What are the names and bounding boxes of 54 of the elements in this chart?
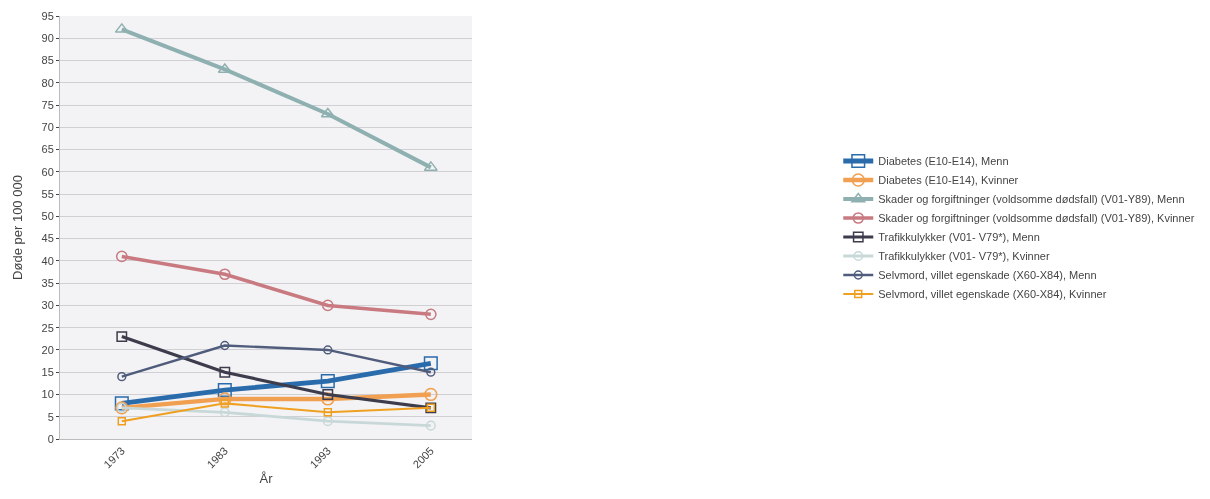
- point: [425, 420, 436, 431]
- y-tick-label: 45: [41, 232, 54, 245]
- point: [117, 416, 127, 426]
- point: [217, 382, 232, 398]
- y-tick-label: 10: [41, 388, 54, 401]
- point: [218, 392, 232, 406]
- legend-label: Trafikkulykker (V01- V79*), Menn: [878, 231, 1040, 244]
- legend-label: Selvmord, villet egenskade (X60-X84), Kvinner: [878, 288, 1107, 301]
- point: [320, 107, 335, 118]
- point: [424, 387, 438, 402]
- x-axis-title: År: [259, 470, 274, 486]
- y-tick-label: 55: [41, 187, 54, 200]
- point: [426, 367, 436, 377]
- point: [423, 356, 438, 371]
- y-tick-label: 0: [47, 432, 54, 445]
- point: [218, 268, 231, 281]
- y-tick-label: 15: [41, 366, 54, 379]
- point: [322, 389, 334, 400]
- y-tick-label: 75: [41, 98, 54, 111]
- legend-label: Selvmord, villet egenskade (X60-X84), Menn: [878, 269, 1097, 282]
- legend-label: Trafikkulykker (V01- V79*), Kvinner: [878, 250, 1050, 263]
- legend-label: Diabetes (E10-E14), Kvinner: [878, 174, 1019, 187]
- point: [323, 345, 333, 355]
- point: [116, 331, 128, 343]
- point: [320, 374, 335, 389]
- y-tick-label: 25: [41, 321, 54, 334]
- point: [323, 408, 333, 417]
- legend-label: Skader og forgiftninger (voldsomme dødsfall) (V01-Y89), Menn: [878, 193, 1185, 206]
- point: [321, 299, 334, 312]
- y-tick-label: 80: [41, 76, 54, 89]
- y-axis-title: Døde per 100 000: [10, 175, 26, 280]
- y-tick-label: 20: [41, 343, 54, 356]
- y-tick-label: 65: [41, 143, 54, 156]
- point: [321, 392, 335, 406]
- point: [424, 308, 437, 321]
- legend-label: Skader og forgiftninger (voldsomme dødsfall) (V01-Y89), Kvinner: [878, 212, 1195, 225]
- point: [220, 399, 230, 408]
- point: [220, 340, 230, 351]
- point: [322, 416, 333, 427]
- y-tick-label: 95: [41, 9, 54, 22]
- point: [117, 372, 127, 382]
- y-tick-label: 60: [41, 165, 54, 178]
- point: [219, 366, 231, 378]
- point: [219, 407, 230, 418]
- y-tick-label: 40: [41, 254, 54, 267]
- legend-label: Diabetes (E10-E14), Menn: [878, 155, 1009, 168]
- y-tick-label: 90: [41, 32, 54, 45]
- y-tick-label: 70: [41, 121, 54, 134]
- point: [115, 250, 128, 263]
- y-tick-label: 50: [41, 210, 54, 223]
- y-tick-label: 85: [41, 54, 54, 67]
- y-tick-label: 5: [47, 410, 54, 423]
- y-tick-label: 30: [41, 299, 54, 312]
- y-tick-label: 35: [41, 277, 54, 290]
